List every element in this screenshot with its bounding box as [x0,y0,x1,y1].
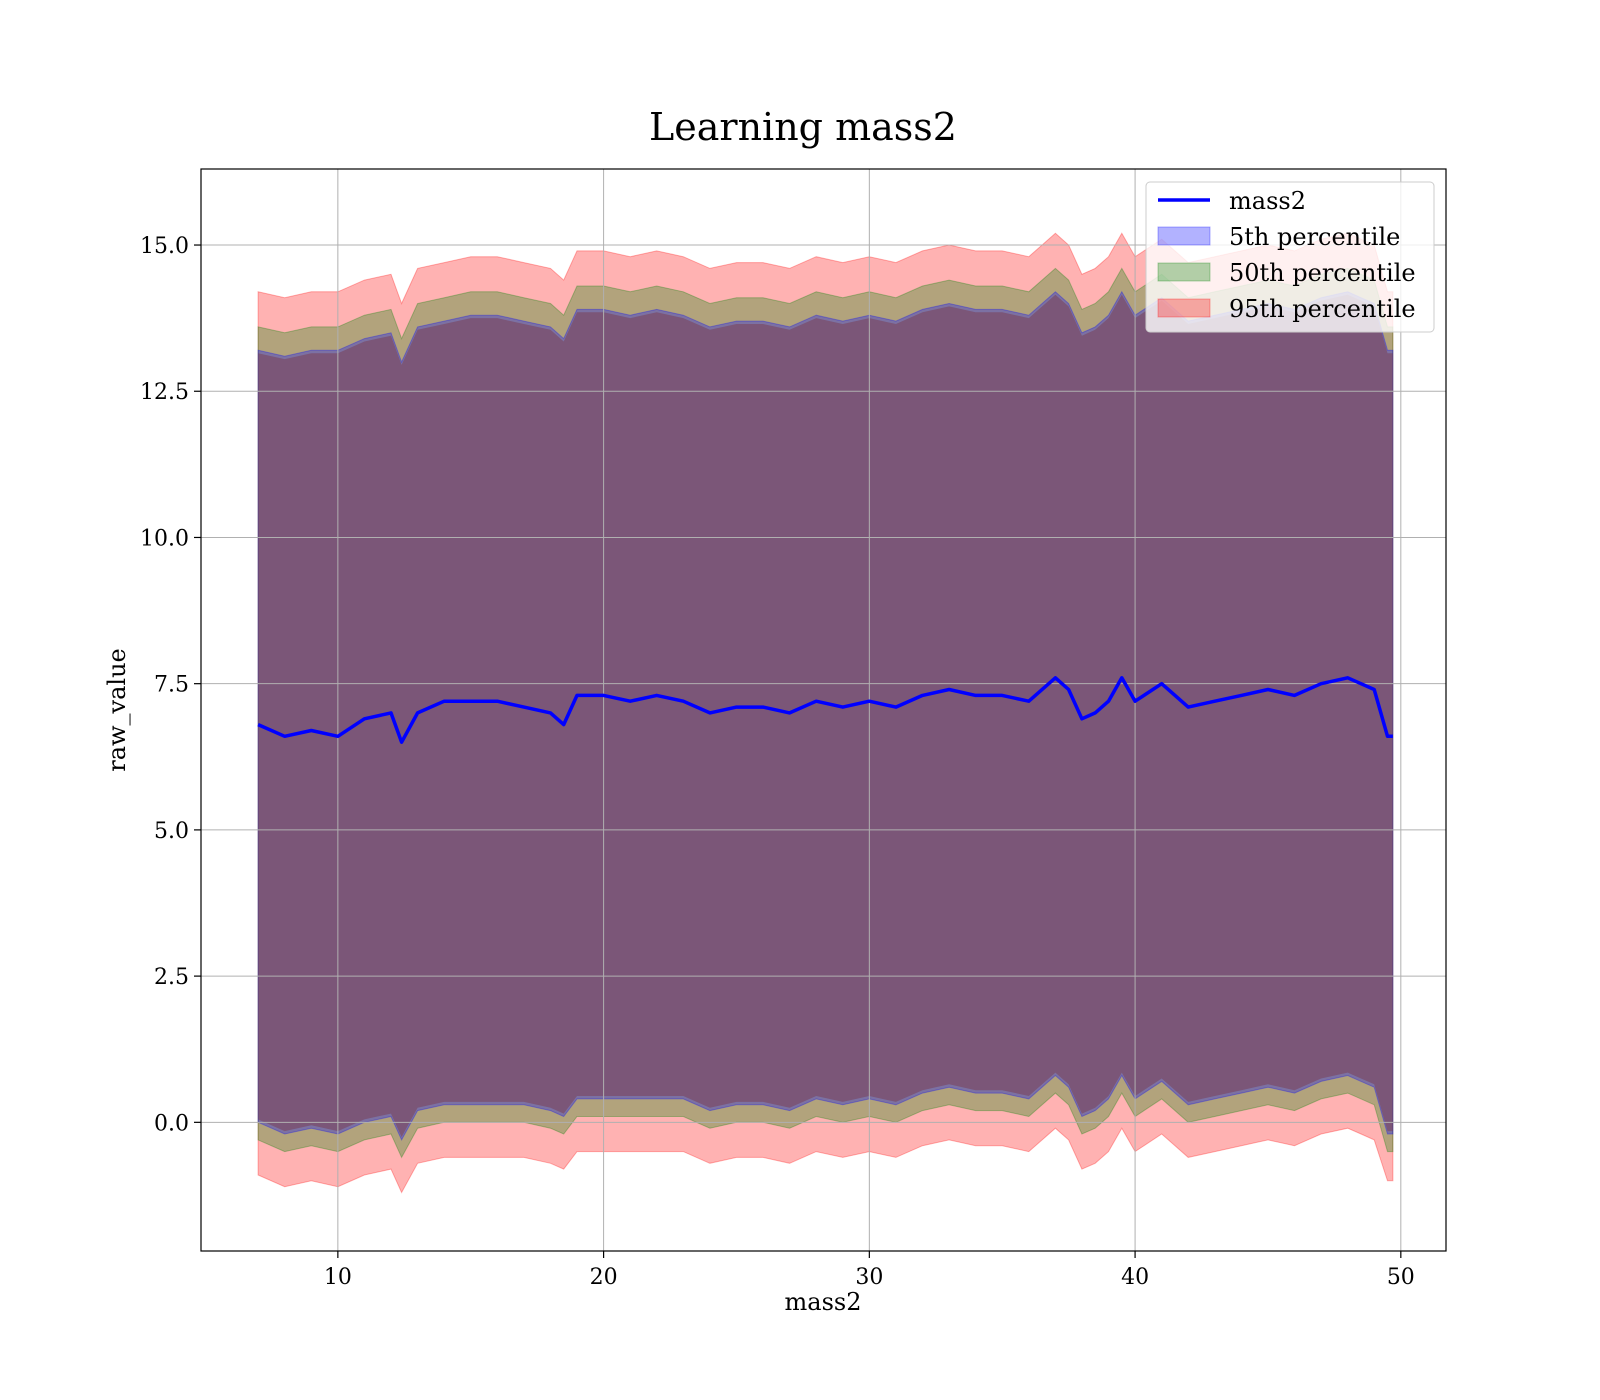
y-tick-label-4: 10.0 [140,526,189,551]
plot-frame [200,168,1447,1252]
y-axis-label: raw_value [103,648,131,772]
legend-swatch-5th [1157,226,1211,246]
legend-label-95th: 95th percentile [1229,295,1416,323]
legend-label-5th: 5th percentile [1229,223,1400,251]
legend: mass2 5th percentile 50th percentile 95t… [1145,181,1435,333]
x-tick-label-1: 20 [590,1265,618,1290]
chart-title: Learning mass2 [649,105,957,149]
y-tick-label-0: 0.0 [154,1111,189,1136]
legend-box [1145,181,1435,333]
grid-lines [201,169,1446,1251]
y-tick-label-5: 12.5 [140,380,189,405]
line-layer [257,676,1393,744]
y-tick-label-2: 5.0 [154,819,189,844]
x-axis-ticks: 10 20 30 40 50 [324,1251,1415,1290]
y-tick-label-1: 2.5 [154,965,189,990]
y-axis-ticks: 0.0 2.5 5.0 7.5 10.0 12.5 15.0 [140,234,201,1136]
x-tick-label-0: 10 [324,1265,352,1290]
legend-swatch-95th [1157,298,1211,318]
legend-label-mass2: mass2 [1229,187,1306,215]
y-tick-label-6: 15.0 [140,234,189,259]
series-line-mass2 [257,676,1393,744]
percentile-bands [257,232,1394,1194]
y-tick-label-3: 7.5 [154,673,189,698]
legend-label-50th: 50th percentile [1229,259,1416,287]
band-overlap [258,294,1393,1137]
x-tick-label-3: 40 [1121,1265,1149,1290]
legend-swatch-50th [1157,262,1211,282]
x-axis-label: mass2 [785,1288,862,1316]
x-tick-label-2: 30 [855,1265,883,1290]
x-tick-label-4: 50 [1387,1265,1415,1290]
